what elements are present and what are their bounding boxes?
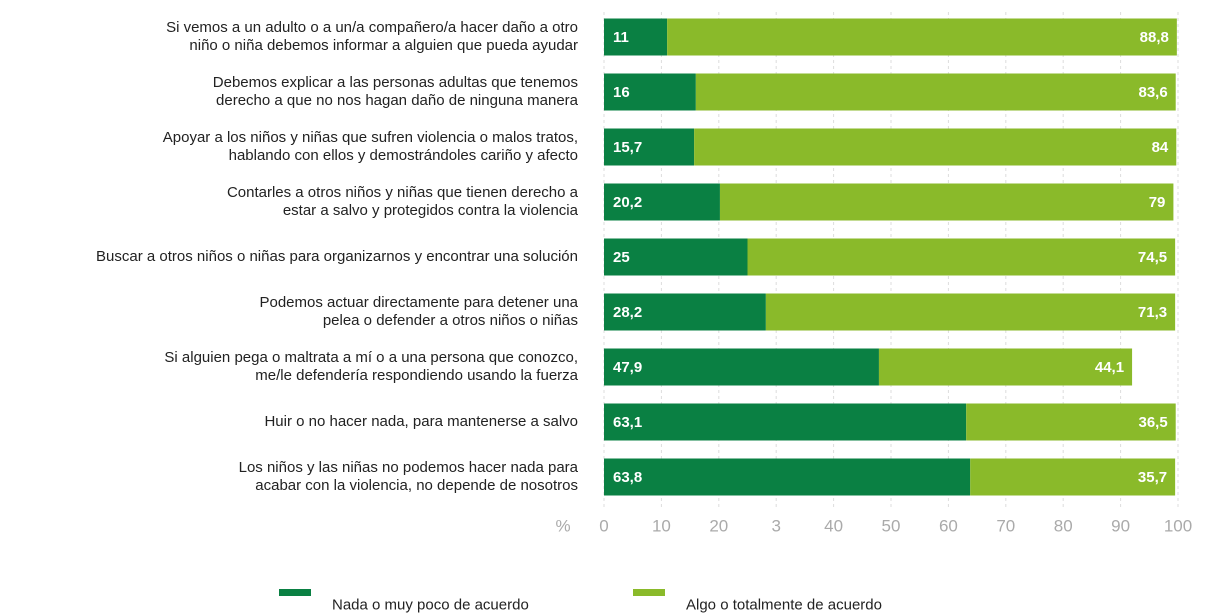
legend-swatch	[279, 589, 311, 596]
bar-segment	[878, 348, 1133, 386]
value-label: 83,6	[1139, 84, 1168, 101]
category-label: Huir o no hacer nada, para mantenerse a …	[264, 413, 578, 430]
bar-segment	[694, 128, 1177, 166]
bar-segment	[604, 293, 766, 331]
bar-segment	[695, 73, 1176, 111]
legend-label: Nada o muy poco de acuerdo	[332, 596, 529, 614]
bar-segment	[604, 73, 696, 111]
x-tick-label: 0	[599, 516, 608, 535]
bar-segment	[604, 458, 971, 496]
x-axis-label: %	[555, 516, 570, 535]
bar-segment	[604, 348, 879, 386]
x-tick-label: 10	[652, 516, 671, 535]
x-tick-label: 20	[709, 516, 728, 535]
bar-segment	[747, 238, 1176, 276]
legend-swatch	[633, 589, 665, 596]
value-label: 74,5	[1138, 249, 1167, 266]
bar-segment	[604, 128, 695, 166]
value-label: 71,3	[1138, 304, 1167, 321]
category-label: Los niños y las niñas no podemos hacer n…	[238, 459, 578, 494]
category-label: Si alguien pega o maltrata a mí o a una …	[164, 349, 578, 384]
x-tick-label: 90	[1111, 516, 1130, 535]
value-label: 84	[1152, 139, 1169, 156]
value-label: 11	[613, 29, 629, 46]
value-label: 15,7	[613, 139, 642, 156]
bar-segment	[604, 238, 748, 276]
bar-segment	[970, 458, 1176, 496]
value-label: 28,2	[613, 304, 642, 321]
category-label: Buscar a otros niños o niñas para organi…	[96, 248, 578, 265]
category-label: Debemos explicar a las personas adultas …	[212, 74, 578, 109]
x-tick-label: 100	[1164, 516, 1192, 535]
bar-segment	[719, 183, 1174, 221]
x-tick-label: 70	[996, 516, 1015, 535]
bar-segment	[765, 293, 1176, 331]
value-label: 16	[613, 84, 630, 101]
x-tick-label: 80	[1054, 516, 1073, 535]
x-tick-label: 60	[939, 516, 958, 535]
x-tick-label: 50	[882, 516, 901, 535]
category-label: Contarles a otros niños y niñas que tien…	[226, 184, 578, 219]
value-label: 35,7	[1138, 469, 1167, 486]
bar-segment	[604, 403, 967, 441]
category-label: Apoyar a los niños y niñas que sufren vi…	[162, 129, 578, 164]
value-label: 20,2	[613, 194, 642, 211]
x-tick-label: 3	[771, 516, 780, 535]
page: 0 10 20 3 40 50 60 70 80 90 100% 11 88,8 16 83,6 15,7 84…	[96, 12, 1193, 614]
value-label: 25	[613, 249, 630, 266]
value-label: 44,1	[1095, 359, 1124, 376]
value-label: 63,8	[613, 469, 642, 486]
bar-segment	[966, 403, 1176, 441]
value-label: 88,8	[1140, 29, 1169, 46]
chart: 0 10 20 3 40 50 60 70 80 90 100% 11 88,8 16 83,6 15,7 84…	[279, 12, 1192, 596]
category-label: Podemos actuar directamente para detener…	[259, 294, 578, 329]
category-label: Si vemos a un adulto o a un/a compañero/…	[166, 19, 578, 54]
value-label: 36,5	[1139, 414, 1168, 431]
value-label: 47,9	[613, 359, 642, 376]
legend-label: Algo o totalmente de acuerdo	[686, 596, 882, 614]
value-label: 63,1	[613, 414, 642, 431]
bar-segment	[604, 183, 720, 221]
bar-segment	[604, 18, 668, 56]
bar-segment	[667, 18, 1177, 56]
value-label: 79	[1149, 194, 1166, 211]
x-tick-label: 40	[824, 516, 843, 535]
